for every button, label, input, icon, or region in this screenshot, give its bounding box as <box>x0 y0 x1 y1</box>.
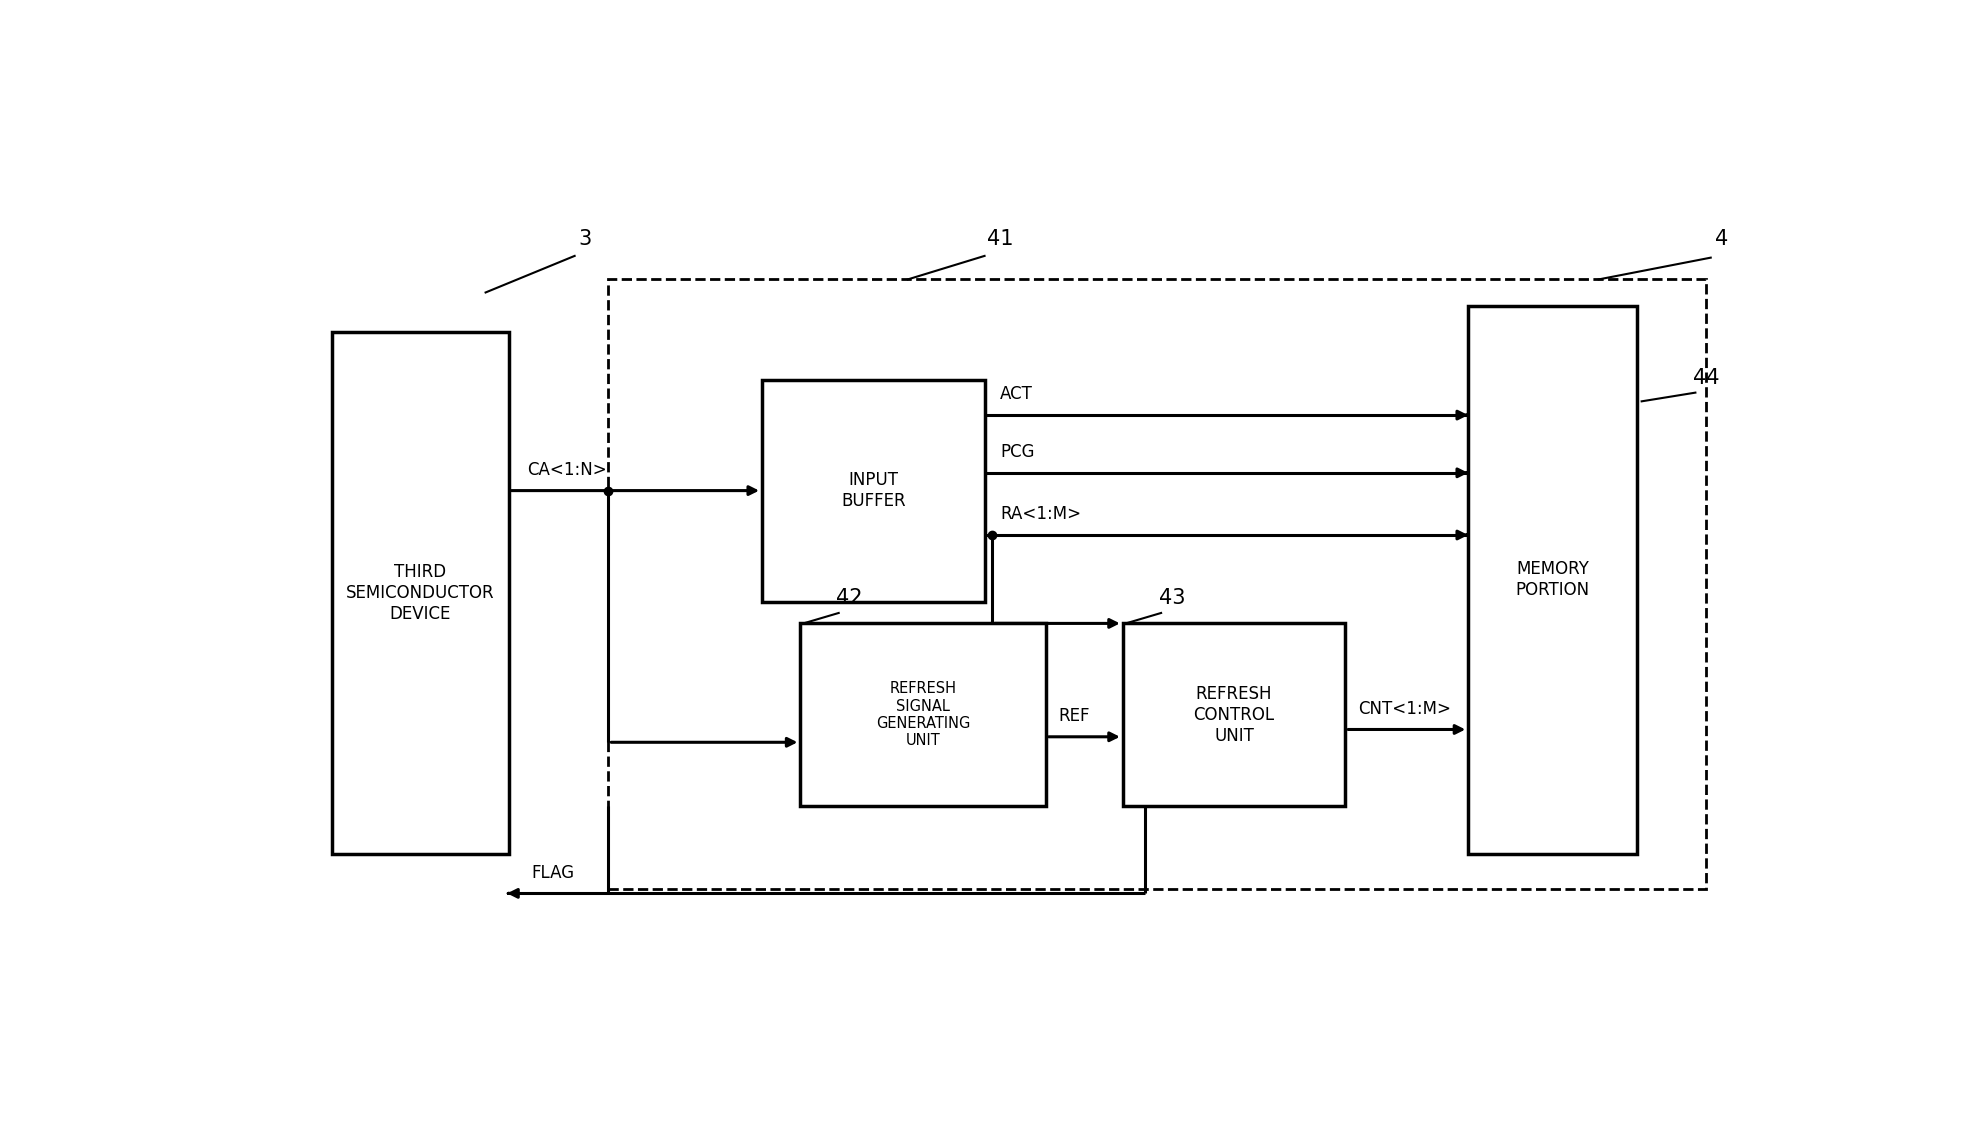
Text: MEMORY
PORTION: MEMORY PORTION <box>1515 561 1588 599</box>
Text: CA<1:N>: CA<1:N> <box>527 461 606 478</box>
FancyBboxPatch shape <box>1123 623 1344 806</box>
Text: 44: 44 <box>1693 369 1719 388</box>
Text: 42: 42 <box>836 588 861 607</box>
Text: ACT: ACT <box>1000 386 1032 404</box>
Text: PCG: PCG <box>1000 443 1034 461</box>
Text: FLAG: FLAG <box>531 864 574 882</box>
Text: REFRESH
CONTROL
UNIT: REFRESH CONTROL UNIT <box>1192 685 1273 744</box>
Text: CNT<1:M>: CNT<1:M> <box>1356 700 1449 718</box>
Text: 4: 4 <box>1715 228 1727 249</box>
FancyBboxPatch shape <box>762 380 984 602</box>
Text: RA<1:M>: RA<1:M> <box>1000 506 1081 524</box>
FancyBboxPatch shape <box>800 623 1045 806</box>
Text: 43: 43 <box>1158 588 1184 607</box>
Text: REFRESH
SIGNAL
GENERATING
UNIT: REFRESH SIGNAL GENERATING UNIT <box>875 681 970 749</box>
Text: THIRD
SEMICONDUCTOR
DEVICE: THIRD SEMICONDUCTOR DEVICE <box>346 563 495 623</box>
FancyBboxPatch shape <box>1467 305 1635 854</box>
Text: REF: REF <box>1057 707 1089 725</box>
FancyBboxPatch shape <box>333 331 509 854</box>
Text: 3: 3 <box>578 228 592 249</box>
Text: 41: 41 <box>986 228 1012 249</box>
Text: INPUT
BUFFER: INPUT BUFFER <box>842 472 905 510</box>
